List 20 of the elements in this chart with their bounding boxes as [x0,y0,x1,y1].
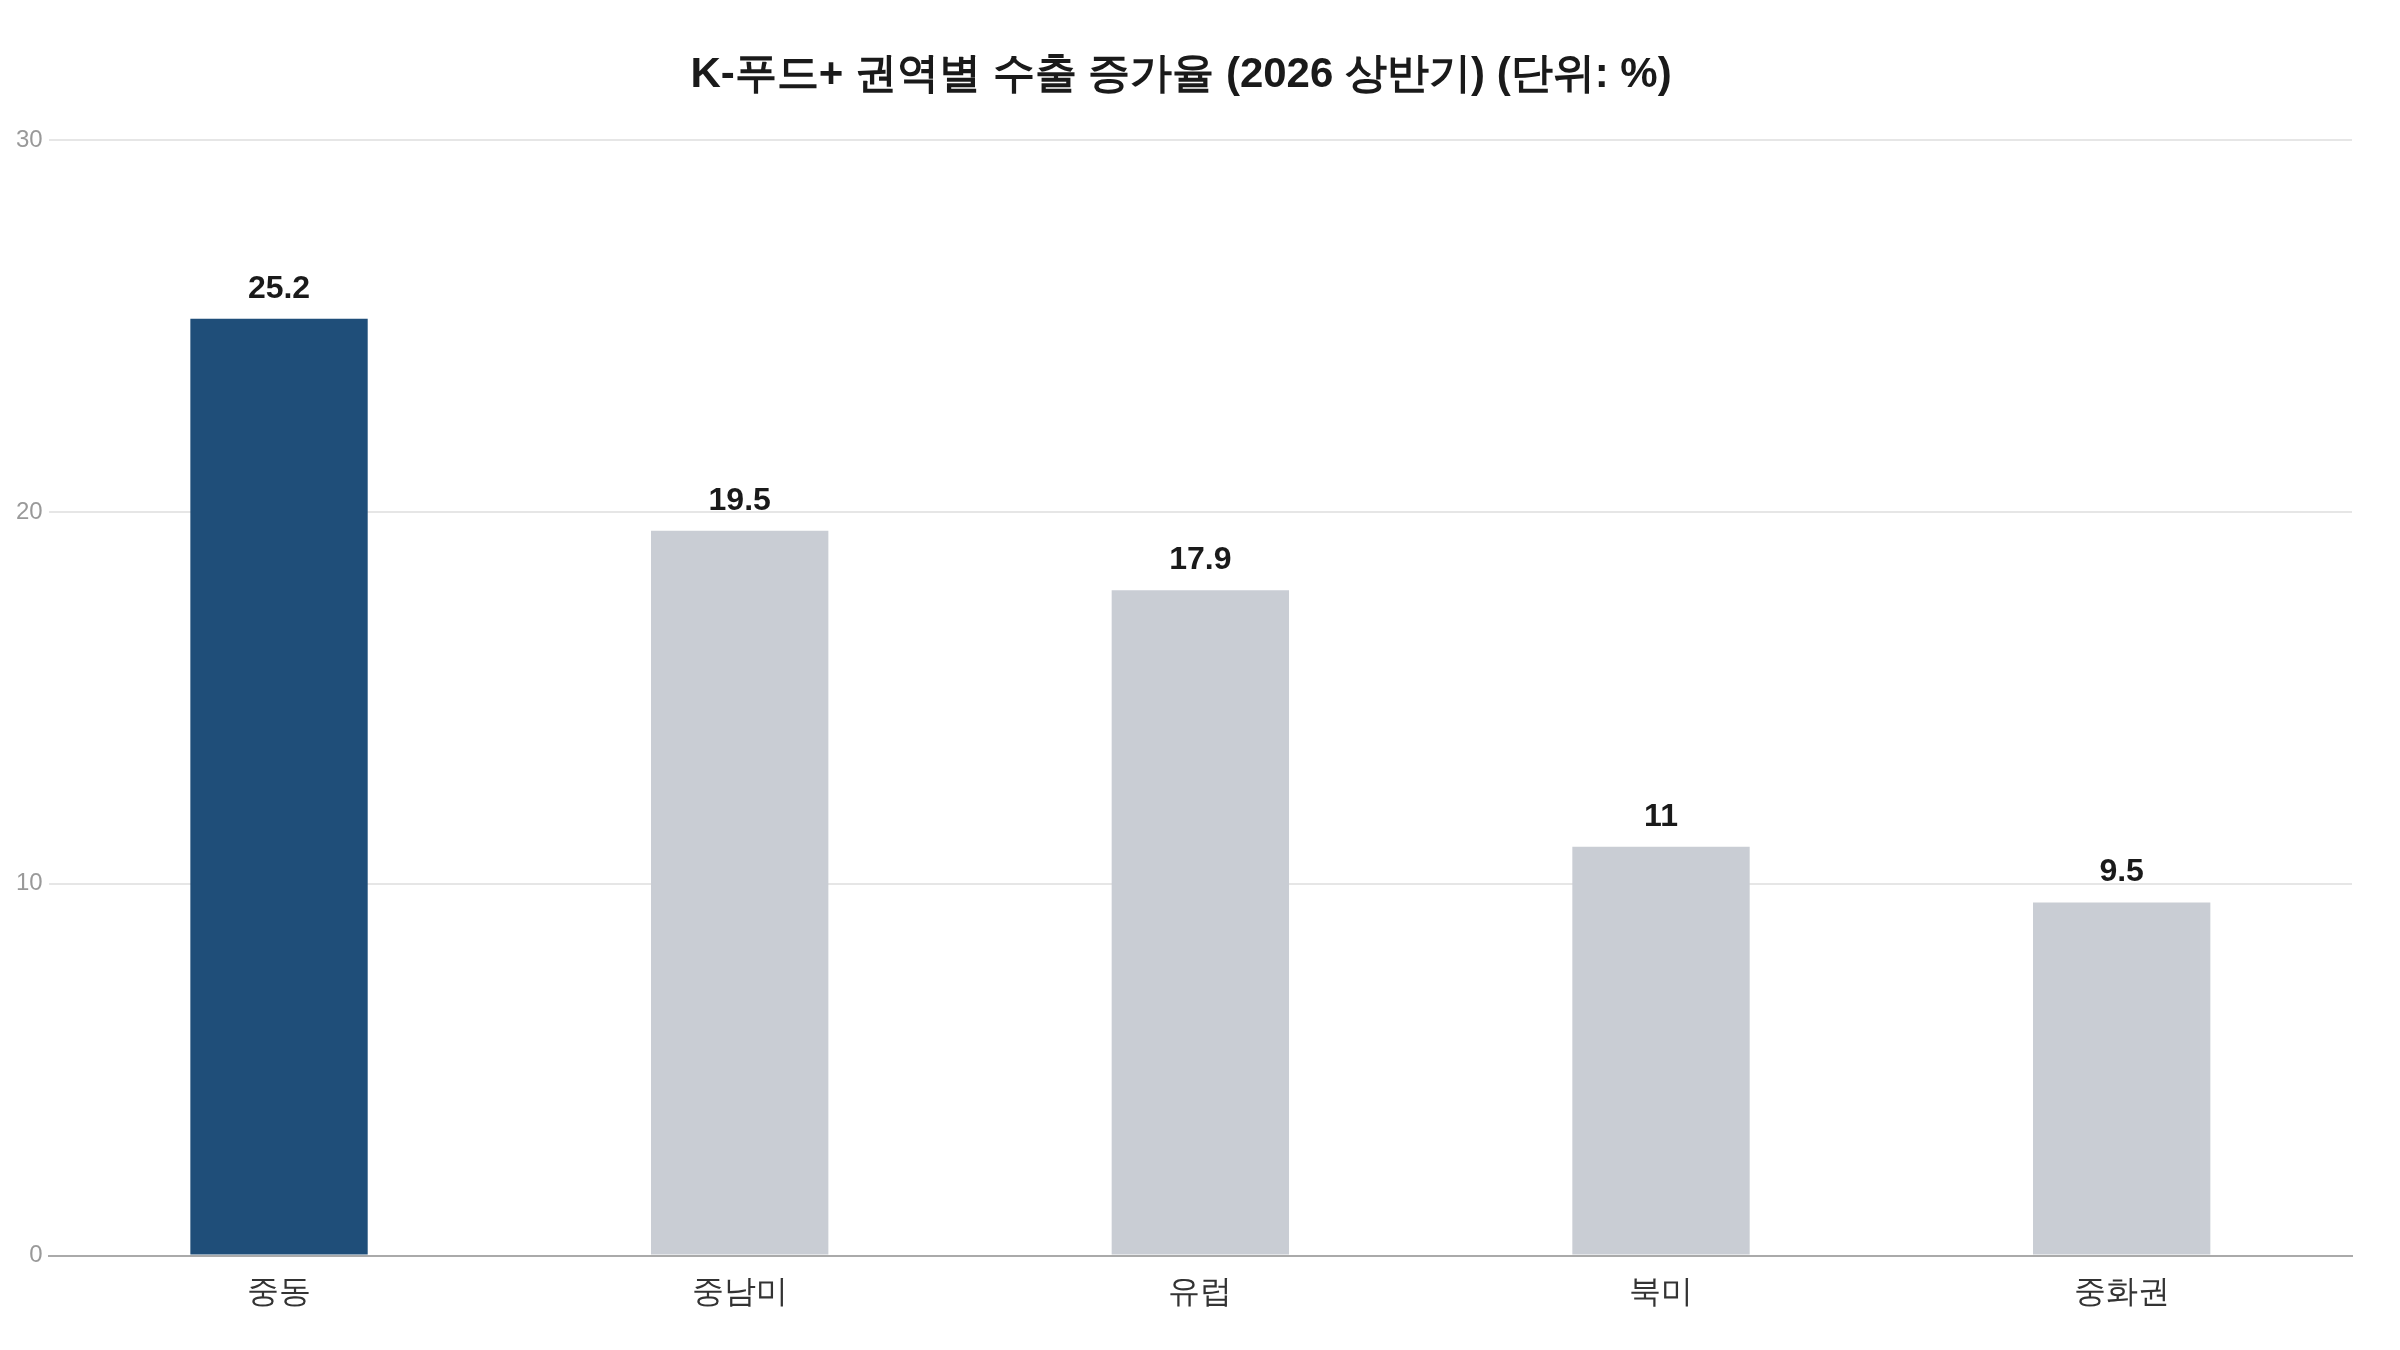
bar [2032,902,2211,1255]
y-tick-label: 30 [15,125,43,153]
data-label: 25.2 [247,268,311,305]
y-tick-label: 10 [15,868,43,896]
y-tick-label: 0 [29,1240,43,1268]
x-tick-label: 중남미 [691,1272,788,1309]
chart-title: K-푸드+ 권역별 수출 증가율 (2026 상반기) (단위: %) [690,48,1672,96]
bar [190,318,368,1255]
y-tick-label: 20 [15,496,43,524]
data-label: 9.5 [2099,852,2144,889]
bar [1111,590,1290,1255]
x-tick-label: 중화권 [2073,1272,2170,1309]
x-tick-label: 북미 [1629,1272,1694,1309]
x-tick-label: 유럽 [1168,1272,1233,1309]
x-tick-label: 중동 [247,1272,312,1309]
data-label: 17.9 [1169,540,1232,577]
bar [1572,846,1750,1255]
data-label: 19.5 [708,480,771,517]
bar [651,530,829,1255]
data-label: 11 [1644,796,1678,833]
